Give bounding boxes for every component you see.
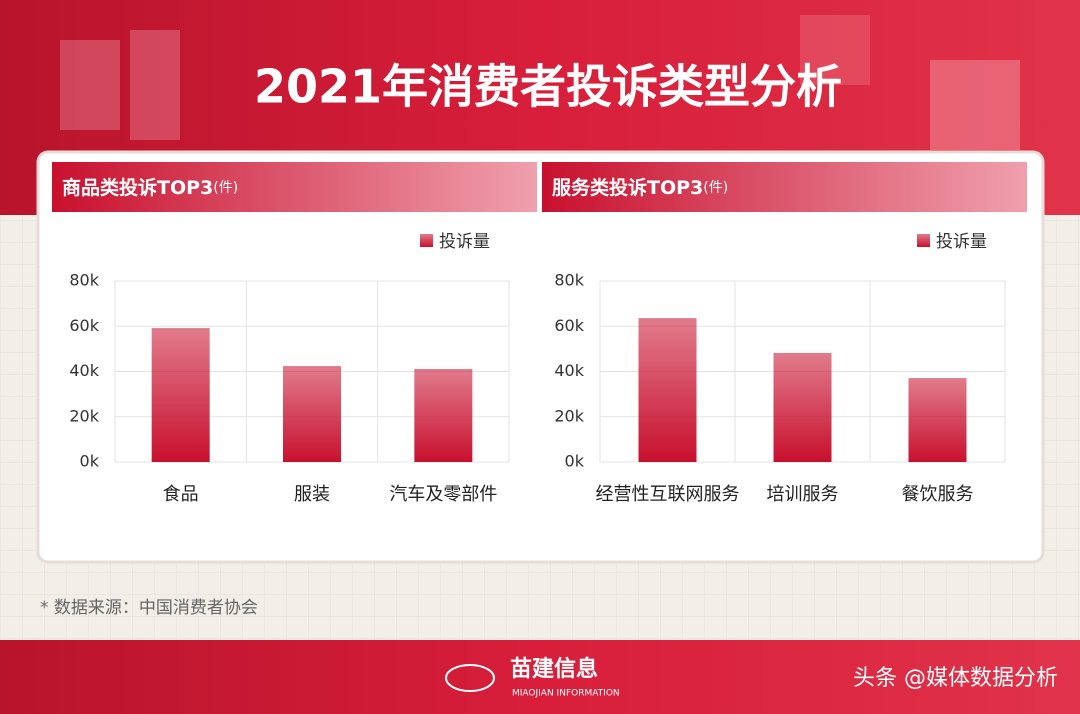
- y-tick-label: 0k: [565, 452, 585, 471]
- x-tick-label: 服装: [294, 484, 330, 505]
- y-tick-label: 20k: [554, 406, 584, 425]
- panel-title: 商品类投诉TOP3(件): [62, 176, 238, 199]
- legend-label: 投诉量: [439, 232, 490, 252]
- legend-swatch: [917, 234, 930, 247]
- panel-title-unit: (件): [703, 180, 728, 196]
- y-tick-label: 40k: [554, 361, 584, 380]
- page-title: 2021年消费者投诉类型分析: [254, 60, 842, 114]
- y-tick-label: 80k: [69, 271, 99, 290]
- bar: [908, 378, 967, 462]
- y-tick-label: 60k: [69, 316, 99, 335]
- legend-swatch: [420, 234, 433, 247]
- panel-title: 服务类投诉TOP3(件): [552, 176, 728, 199]
- logo: 苗建信息 MIAOJIAN INFORMATION: [445, 656, 620, 699]
- panel-title-text: 服务类投诉TOP3: [552, 176, 703, 199]
- y-tick-label: 80k: [554, 271, 584, 290]
- watermark: 头条 @媒体数据分析: [853, 666, 1058, 691]
- x-tick-label: 培训服务: [767, 484, 839, 505]
- x-tick-label: 餐饮服务: [902, 484, 974, 505]
- legend-label: 投诉量: [936, 232, 987, 252]
- y-tick-label: 20k: [69, 406, 99, 425]
- bar: [773, 352, 832, 462]
- x-tick-label: 经营性互联网服务: [596, 484, 740, 505]
- y-tick-label: 0k: [80, 452, 100, 471]
- panel-header: [542, 162, 1027, 212]
- footer-band: [0, 640, 1080, 714]
- y-tick-label: 60k: [554, 316, 584, 335]
- panel-header: [52, 162, 537, 212]
- panel-title-text: 商品类投诉TOP3: [62, 176, 213, 199]
- x-tick-label: 食品: [163, 484, 199, 505]
- bar: [414, 369, 473, 462]
- logo-text: 苗建信息: [510, 656, 598, 682]
- logo-subtext: MIAOJIAN INFORMATION: [512, 689, 620, 699]
- panel-title-unit: (件): [213, 180, 238, 196]
- source-note: * 数据来源：中国消费者协会: [40, 598, 258, 618]
- y-tick-label: 40k: [69, 361, 99, 380]
- bar: [283, 366, 341, 462]
- x-tick-label: 汽车及零部件: [389, 484, 497, 505]
- bar: [151, 328, 210, 462]
- bar: [638, 318, 697, 462]
- decor: [60, 15, 1020, 150]
